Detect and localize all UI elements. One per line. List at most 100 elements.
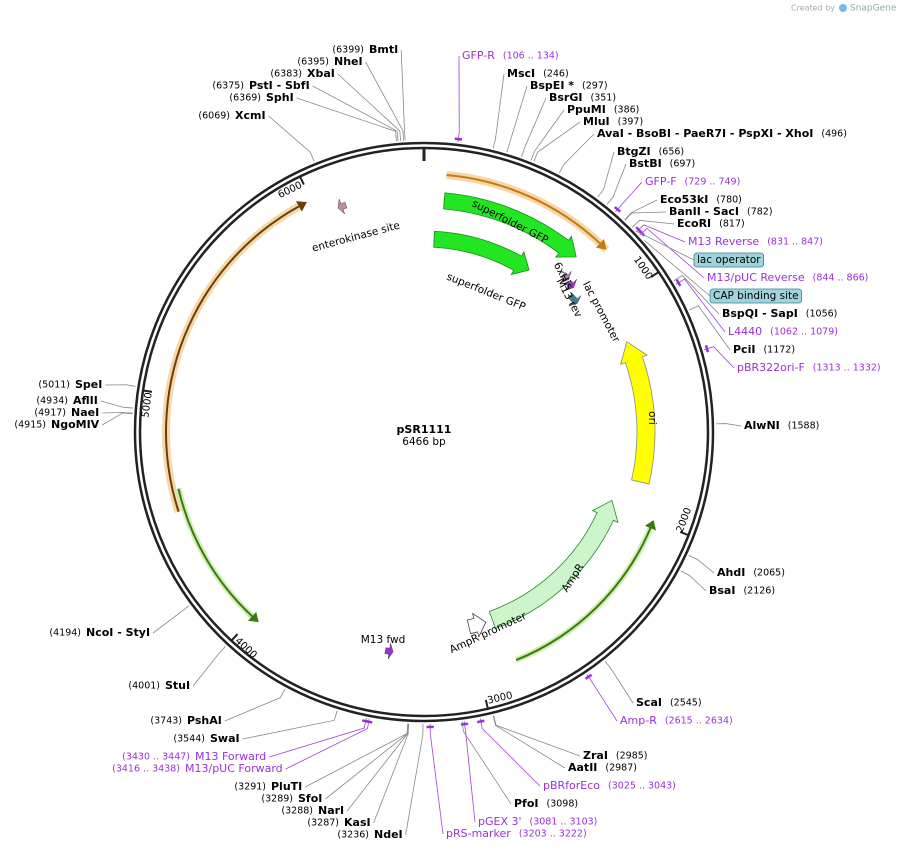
enzyme-name[interactable]: AhdI — [717, 566, 745, 579]
enzyme-name[interactable]: PstI - SbfI — [249, 79, 310, 92]
enzyme-name[interactable]: StuI — [165, 679, 190, 692]
primer-site — [675, 278, 682, 287]
enzyme-name[interactable]: ScaI — [636, 696, 662, 709]
primer-name[interactable]: Amp-R — [620, 714, 657, 727]
primer-name[interactable]: pRS-marker — [446, 827, 511, 840]
enzyme-position: (2545) — [670, 698, 702, 709]
enzyme-name[interactable]: BmtI — [369, 43, 398, 56]
primer-name[interactable]: M13 Forward — [195, 750, 266, 763]
enzyme-name[interactable]: BspEI * — [530, 79, 574, 92]
tick-label: 5000 — [140, 392, 154, 419]
primer-position: (3416 .. 3438) — [112, 764, 180, 775]
primer-position: (2615 .. 2634) — [665, 716, 733, 727]
enzyme-connector — [530, 109, 565, 161]
enzyme-name[interactable]: MluI — [583, 115, 610, 128]
feature-label[interactable]: lac promoter — [580, 280, 622, 346]
enzyme-name[interactable]: PciI — [733, 343, 755, 356]
enzyme-name[interactable]: NarI — [318, 804, 344, 817]
enzyme-name[interactable]: PluTI — [271, 780, 302, 793]
feature-label[interactable]: ori — [646, 411, 658, 425]
primer-position: (844 .. 866) — [813, 273, 869, 284]
enzyme-name[interactable]: BspQI - SapI — [722, 307, 798, 320]
enzyme-connector — [373, 723, 410, 824]
tick-mark — [231, 633, 239, 641]
enzyme-name[interactable]: AflII — [73, 394, 98, 407]
primer-name[interactable]: M13 Reverse — [688, 235, 759, 248]
feature-box-label[interactable]: lac operator — [697, 254, 761, 266]
primer-name[interactable]: L4440 — [728, 325, 762, 338]
feature-label[interactable]: superfolder GFP — [445, 271, 527, 314]
enzyme-name[interactable]: EcoRI — [677, 217, 711, 230]
enzyme-position: (6399) — [332, 45, 364, 56]
enzyme-name[interactable]: Eco53kI — [660, 193, 708, 206]
enzyme-name[interactable]: SpeI — [75, 378, 102, 391]
enzyme-position: (3544) — [173, 734, 205, 745]
created-by: Created by — [791, 4, 835, 13]
enzyme-connector — [506, 85, 528, 153]
enzyme-name[interactable]: NcoI - StyI — [86, 626, 150, 639]
feature-box-label[interactable]: CAP binding site — [713, 290, 799, 302]
primer-name[interactable]: M13/pUC Forward — [185, 762, 283, 775]
enzyme-name[interactable]: BtgZI — [617, 145, 651, 158]
primer-position: (3025 .. 3043) — [608, 781, 676, 792]
primer-site — [454, 137, 463, 141]
feature-label[interactable]: enterokinase site — [311, 219, 402, 254]
ampr-arrow — [488, 499, 619, 629]
enzyme-name[interactable]: NheI — [334, 55, 363, 68]
enzyme-name[interactable]: AvaI - BsoBI - PaeR7I - PspXI - XhoI — [597, 127, 813, 140]
feature-label[interactable]: M13 fwd — [361, 634, 406, 646]
enzyme-position: (4194) — [49, 628, 81, 639]
enzyme-name[interactable]: PshAI — [187, 714, 222, 727]
enzyme-name[interactable]: BsrGI — [549, 91, 582, 104]
enzyme-name[interactable]: BanII - SacI — [669, 205, 739, 218]
enzyme-name[interactable]: PfoI — [514, 797, 539, 810]
enzyme-connector — [242, 710, 338, 740]
enzyme-connector — [606, 163, 627, 205]
enzyme-position: (386) — [614, 105, 640, 116]
enzyme-name[interactable]: BstBI — [629, 157, 662, 170]
primer-name[interactable]: GFP-R — [462, 49, 495, 62]
enzyme-connector — [492, 73, 505, 149]
enzyme-name[interactable]: AlwNI — [744, 419, 780, 432]
enzyme-connector — [597, 151, 615, 198]
enzyme-name[interactable]: SwaI — [210, 732, 240, 745]
primer-position: (3081 .. 3103) — [530, 817, 598, 828]
primer-name[interactable]: pBR322ori-F — [737, 361, 805, 374]
enzyme-name[interactable]: SphI — [266, 91, 294, 104]
enzyme-name[interactable]: XcmI — [235, 109, 266, 122]
enzyme-connector — [192, 645, 226, 687]
primer-name[interactable]: M13/pUC Reverse — [707, 271, 805, 284]
enzyme-name[interactable]: BsaI — [709, 584, 735, 597]
enzyme-connector — [689, 305, 731, 351]
enzyme-position: (6375) — [212, 81, 244, 92]
enzyme-position: (656) — [659, 147, 685, 158]
primer-name[interactable]: pBRforEco — [543, 779, 600, 792]
primer-position: (3430 .. 3447) — [122, 752, 190, 763]
enzyme-connector — [305, 723, 409, 788]
enzyme-name[interactable]: NaeI — [71, 406, 99, 419]
enzyme-position: (2985) — [616, 751, 648, 762]
app-name[interactable]: SnapGene — [850, 4, 897, 14]
enzyme-name[interactable]: MscI — [507, 67, 535, 80]
feature-label[interactable]: AmpR promoter — [448, 610, 529, 656]
enzyme-position: (4917) — [34, 408, 66, 419]
primer-site — [460, 722, 469, 726]
enzyme-name[interactable]: PpuMI — [567, 103, 606, 116]
feature-connector — [644, 240, 711, 297]
enzyme-connector — [604, 660, 634, 704]
enzyme-name[interactable]: XbaI — [307, 67, 335, 80]
enzyme-connector — [493, 715, 581, 757]
enzyme-name[interactable]: KasI — [344, 816, 371, 829]
enzyme-name[interactable]: SfoI — [298, 792, 322, 805]
primer-name[interactable]: pGEX 3' — [478, 815, 522, 828]
his-tag — [560, 271, 572, 284]
tick-label: 6000 — [276, 180, 304, 201]
primer-name[interactable]: GFP-F — [645, 175, 677, 188]
enzyme-name[interactable]: AatII — [568, 761, 597, 774]
enzyme-position: (351) — [590, 93, 616, 104]
enzyme-name[interactable]: NgoMIV — [51, 418, 100, 431]
enzyme-position: (3291) — [234, 782, 266, 793]
enzyme-name[interactable]: ZraI — [583, 749, 608, 762]
enzyme-name[interactable]: NdeI — [374, 828, 403, 841]
enzyme-connector — [624, 211, 667, 221]
